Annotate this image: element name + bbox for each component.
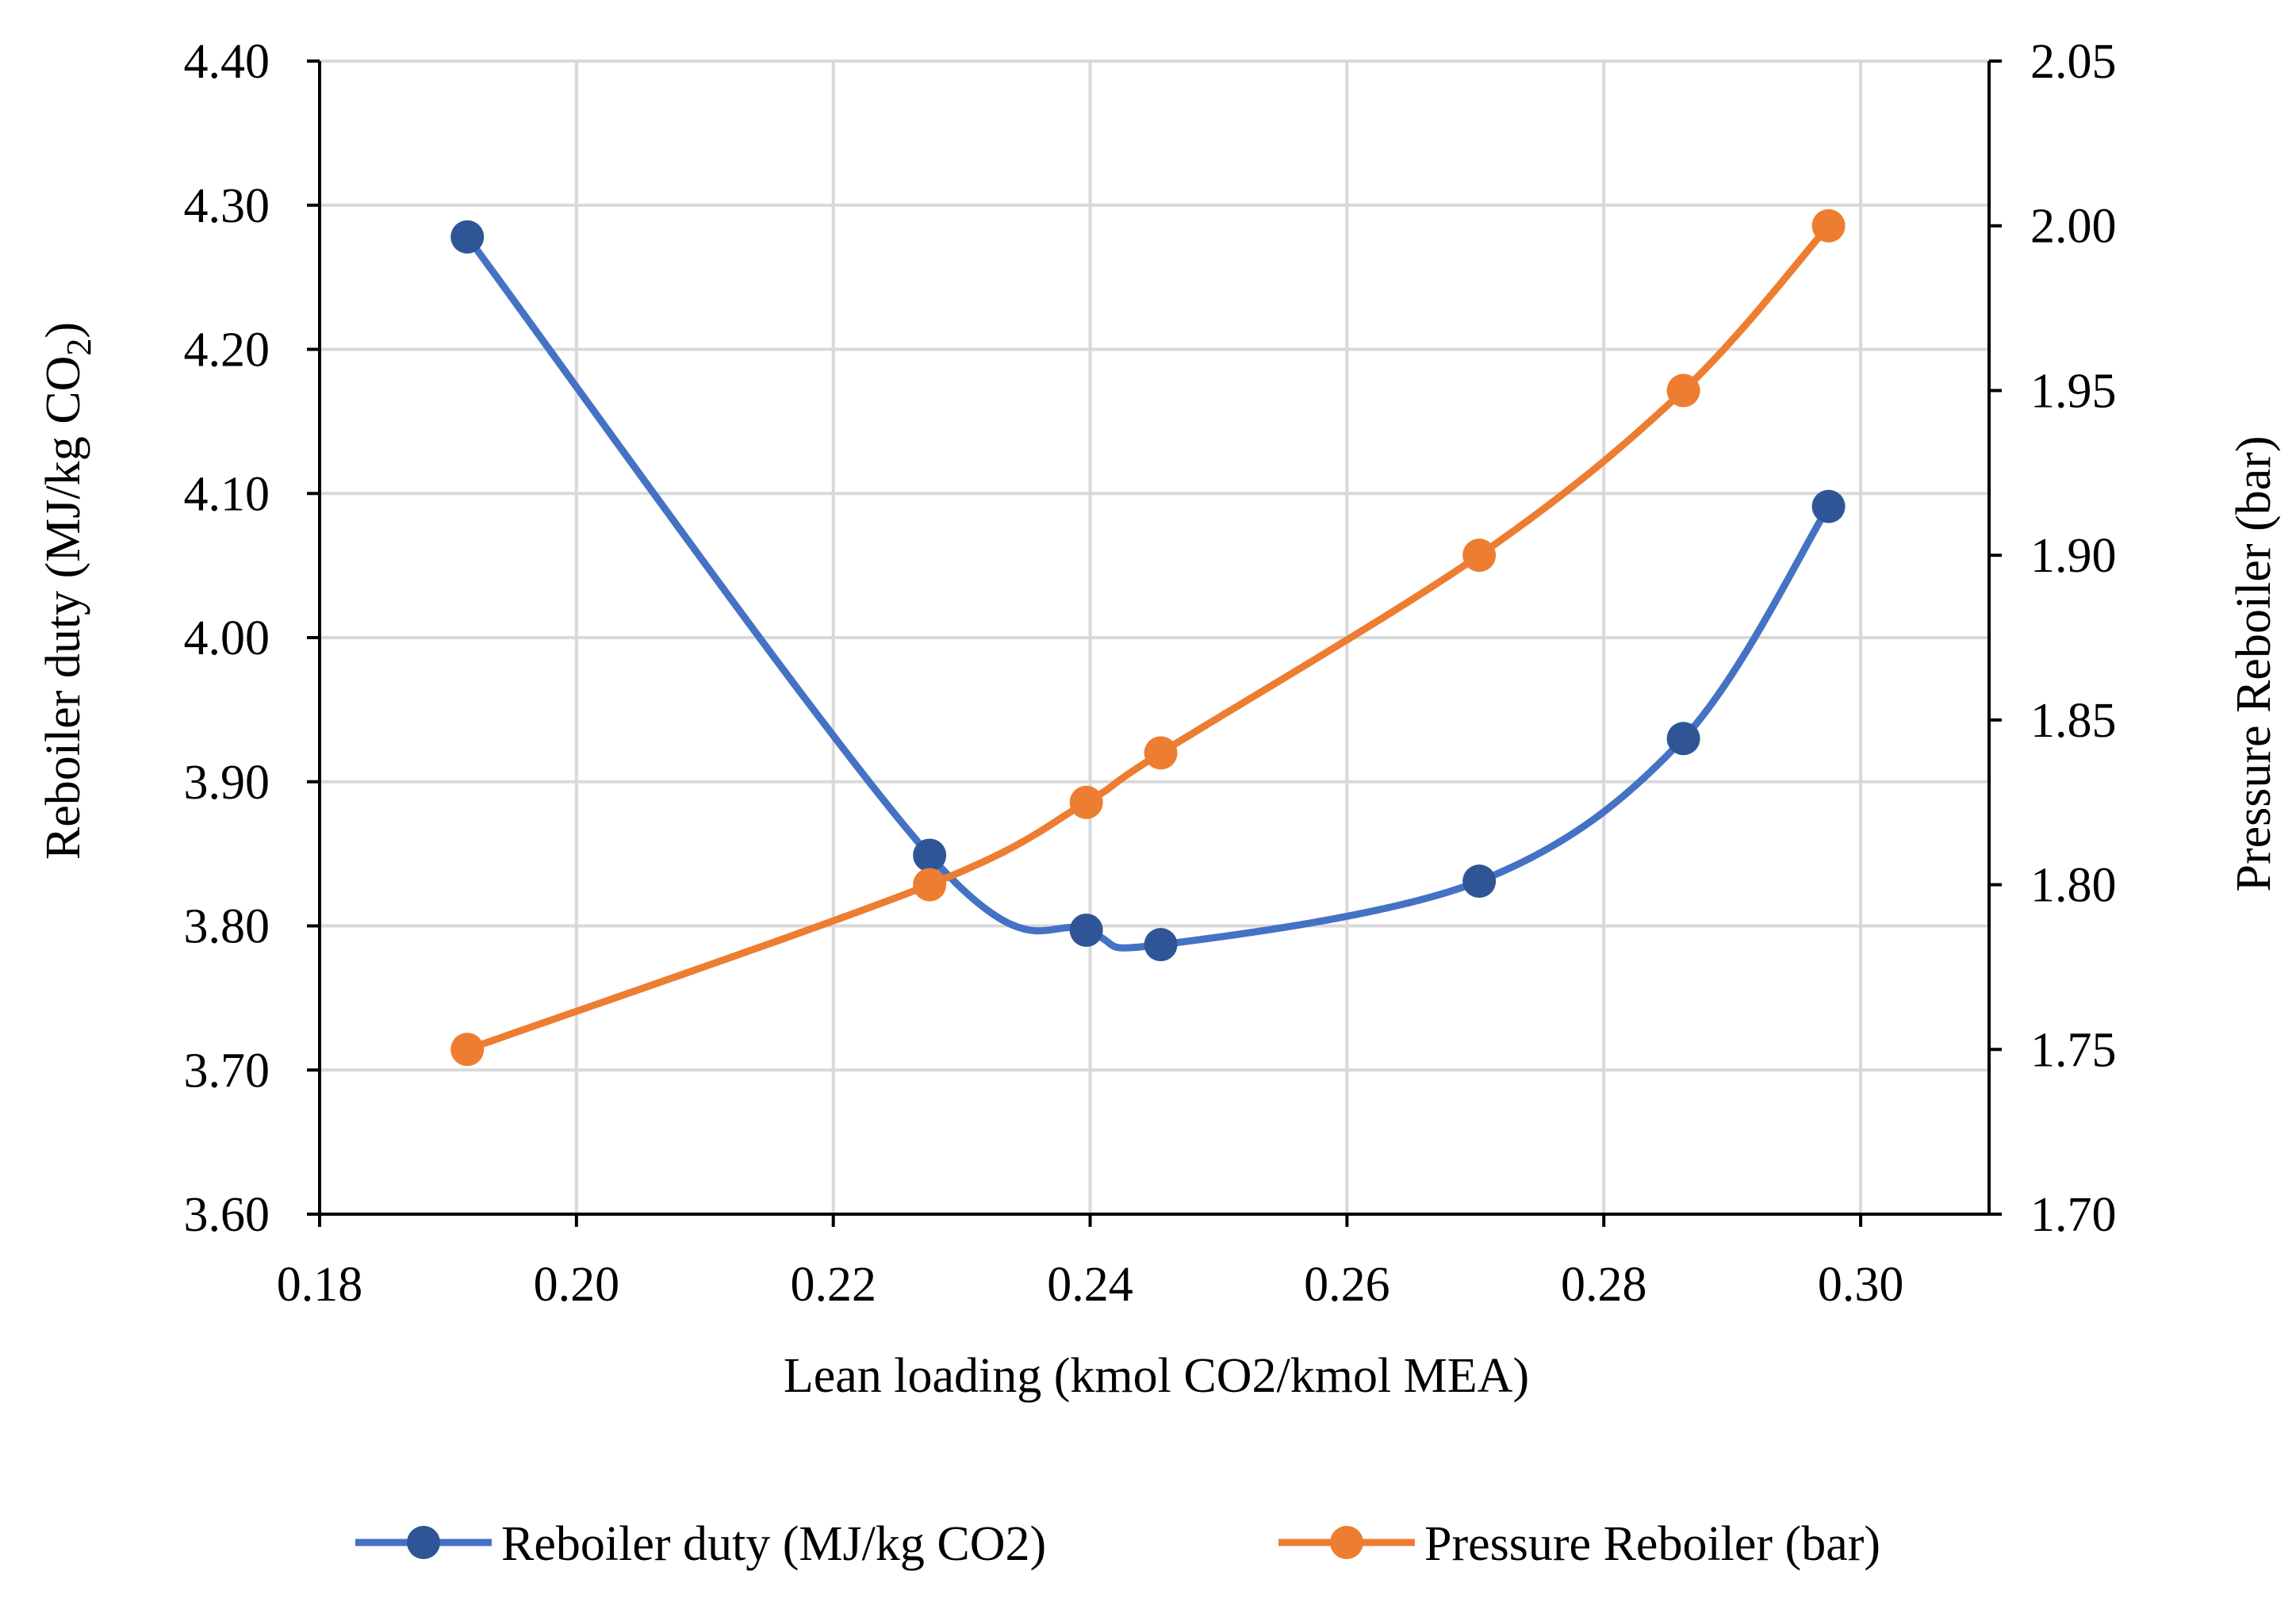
x-tick-label: 0.28 xyxy=(1561,1258,1647,1312)
legend-swatch-marker-reboiler-duty xyxy=(407,1526,440,1559)
data-point-pressure-reboiler xyxy=(1811,209,1846,243)
legend-swatch-marker-pressure-reboiler xyxy=(1330,1526,1363,1559)
data-point-pressure-reboiler xyxy=(1069,785,1103,819)
data-point-pressure-reboiler xyxy=(1666,374,1700,408)
x-tick-label: 0.20 xyxy=(534,1258,620,1312)
y-axis-label-main: Reboiler duty (MJ/kg CO xyxy=(36,356,90,860)
data-point-reboiler-duty xyxy=(450,220,485,254)
gridlines xyxy=(320,59,1989,1214)
x-tick-label: 0.30 xyxy=(1818,1258,1904,1312)
data-point-pressure-reboiler xyxy=(1462,538,1497,573)
x-tick-label: 0.24 xyxy=(1047,1258,1133,1312)
y-tick-label: 3.90 xyxy=(184,756,270,810)
y2-tick-label: 2.00 xyxy=(2030,200,2117,254)
y-axis-label: Reboiler duty (MJ/kg CO2) xyxy=(36,322,98,860)
legend-label-reboiler-duty: Reboiler duty (MJ/kg CO2) xyxy=(501,1517,1046,1571)
y-axis-label-subscript: 2 xyxy=(59,339,98,356)
legend-item-reboiler-duty[interactable]: Reboiler duty (MJ/kg CO2) xyxy=(355,1517,1046,1571)
y-tick-label: 4.40 xyxy=(184,35,270,89)
legend: Reboiler duty (MJ/kg CO2) Pressure Reboi… xyxy=(355,1517,1880,1571)
legend-item-pressure-reboiler[interactable]: Pressure Reboiler (bar) xyxy=(1278,1517,1880,1571)
series-layer xyxy=(450,209,1846,1067)
y-tick-label: 3.70 xyxy=(184,1044,270,1098)
data-point-pressure-reboiler xyxy=(1144,736,1178,770)
data-point-reboiler-duty xyxy=(1069,913,1103,947)
y-tick-label: 4.00 xyxy=(184,611,270,665)
y2-tick-label: 1.95 xyxy=(2030,364,2117,418)
data-point-pressure-reboiler xyxy=(450,1033,485,1067)
data-point-reboiler-duty xyxy=(1462,864,1497,899)
data-point-reboiler-duty xyxy=(913,838,947,872)
data-point-reboiler-duty xyxy=(1144,928,1178,962)
x-axis-label: Lean loading (kmol CO2/kmol MEA) xyxy=(784,1349,1529,1403)
y-tick-label: 3.60 xyxy=(184,1188,270,1242)
y2-tick-label: 1.90 xyxy=(2030,529,2117,583)
x-tick-label: 0.26 xyxy=(1304,1258,1390,1312)
y-axis-label-close: ) xyxy=(36,322,90,339)
data-point-reboiler-duty xyxy=(1666,722,1700,756)
y2-tick-label: 1.85 xyxy=(2030,694,2117,748)
y2-tick-label: 1.75 xyxy=(2030,1023,2117,1077)
y2-axis-label: Pressure Reboiler (bar) xyxy=(2227,435,2281,891)
y2-tick-label: 1.80 xyxy=(2030,859,2117,913)
y2-tick-label: 1.70 xyxy=(2030,1188,2117,1242)
y2-tick-label: 2.05 xyxy=(2030,35,2117,89)
x-tick-label: 0.22 xyxy=(790,1258,876,1312)
y-tick-label: 4.20 xyxy=(184,324,270,377)
x-tick-label: 0.18 xyxy=(277,1258,363,1312)
data-point-reboiler-duty xyxy=(1811,489,1846,523)
data-point-pressure-reboiler xyxy=(913,868,947,902)
y-tick-label: 3.80 xyxy=(184,900,270,954)
tick-labels: 3.60 3.70 3.80 3.90 4.00 4.10 4.20 4.30 4.40 1.70… xyxy=(184,35,2117,1312)
axes xyxy=(307,59,2002,1227)
y-tick-label: 4.30 xyxy=(184,179,270,233)
legend-label-pressure-reboiler: Pressure Reboiler (bar) xyxy=(1424,1517,1880,1571)
y-tick-label: 4.10 xyxy=(184,467,270,521)
